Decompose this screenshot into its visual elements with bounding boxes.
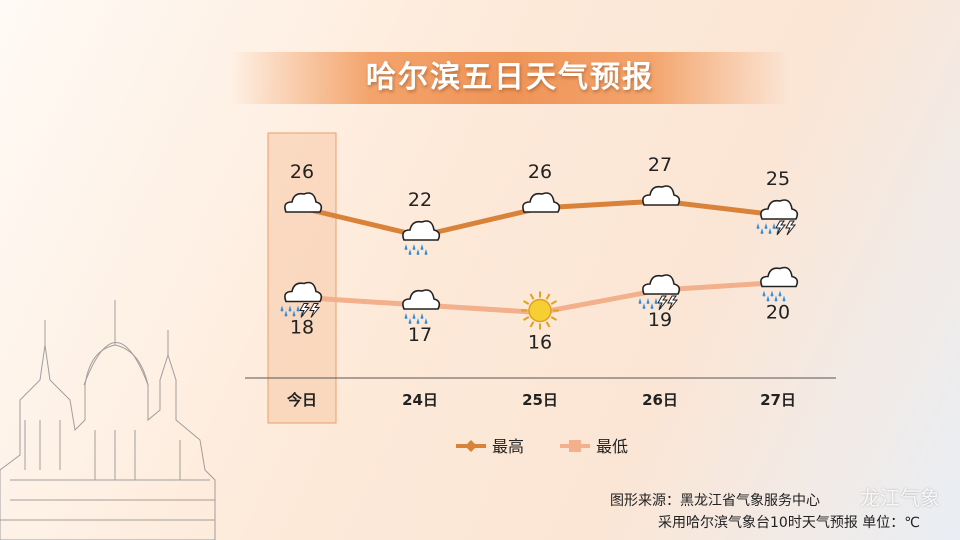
x-tick-label: 今日 bbox=[286, 391, 317, 409]
thunderstorm-icon bbox=[756, 199, 799, 236]
x-tick-label: 27日 bbox=[760, 391, 796, 409]
data-label: 16 bbox=[528, 332, 552, 354]
cloudy-icon bbox=[642, 185, 681, 206]
cathedral-illustration bbox=[0, 300, 216, 540]
data-label: 17 bbox=[408, 324, 432, 346]
page-title: 哈尔滨五日天气预报 bbox=[366, 60, 654, 95]
today-highlight bbox=[267, 132, 337, 424]
legend-marker bbox=[465, 440, 477, 452]
legend-marker bbox=[569, 440, 581, 452]
data-label: 22 bbox=[408, 189, 432, 211]
legend-label: 最高 bbox=[492, 437, 524, 456]
data-label: 25 bbox=[766, 168, 790, 190]
title-band bbox=[230, 52, 790, 104]
thunderstorm-icon bbox=[280, 281, 323, 318]
watermark-text: 龙江气象 bbox=[860, 486, 940, 510]
data-label: 26 bbox=[290, 161, 314, 183]
data-label: 19 bbox=[648, 309, 672, 331]
legend-label: 最低 bbox=[596, 437, 628, 456]
forecast-note: 采用哈尔滨气象台10时天气预报 单位：℃ bbox=[658, 515, 920, 531]
x-tick-label: 26日 bbox=[642, 391, 678, 409]
source-credit: 图形来源：黑龙江省气象服务中心 bbox=[610, 493, 820, 509]
rain-icon bbox=[402, 289, 441, 325]
sunny-icon bbox=[521, 291, 559, 330]
rain-icon bbox=[760, 266, 799, 302]
x-tick-label: 24日 bbox=[402, 391, 438, 409]
data-label: 20 bbox=[766, 302, 790, 324]
data-label: 18 bbox=[290, 317, 314, 339]
cloudy-icon bbox=[522, 192, 561, 213]
rain-icon bbox=[402, 220, 441, 256]
thunderstorm-icon bbox=[638, 274, 681, 311]
cloudy-icon bbox=[284, 192, 323, 213]
data-label: 26 bbox=[528, 161, 552, 183]
x-tick-label: 25日 bbox=[522, 391, 558, 409]
data-label: 27 bbox=[648, 154, 672, 176]
